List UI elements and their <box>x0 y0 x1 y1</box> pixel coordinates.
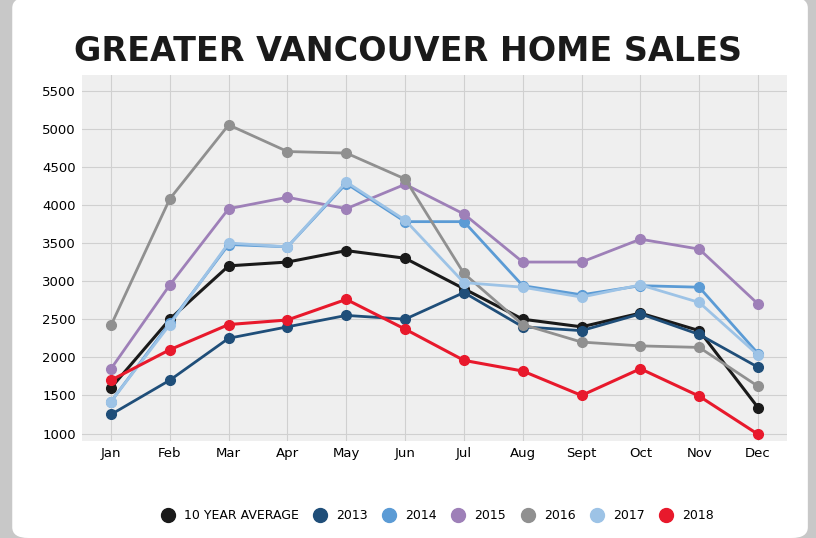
Legend: 10 YEAR AVERAGE, 2013, 2014, 2015, 2016, 2017, 2018: 10 YEAR AVERAGE, 2013, 2014, 2015, 2016,… <box>150 504 719 527</box>
Text: GREATER VANCOUVER HOME SALES: GREATER VANCOUVER HOME SALES <box>74 35 742 68</box>
